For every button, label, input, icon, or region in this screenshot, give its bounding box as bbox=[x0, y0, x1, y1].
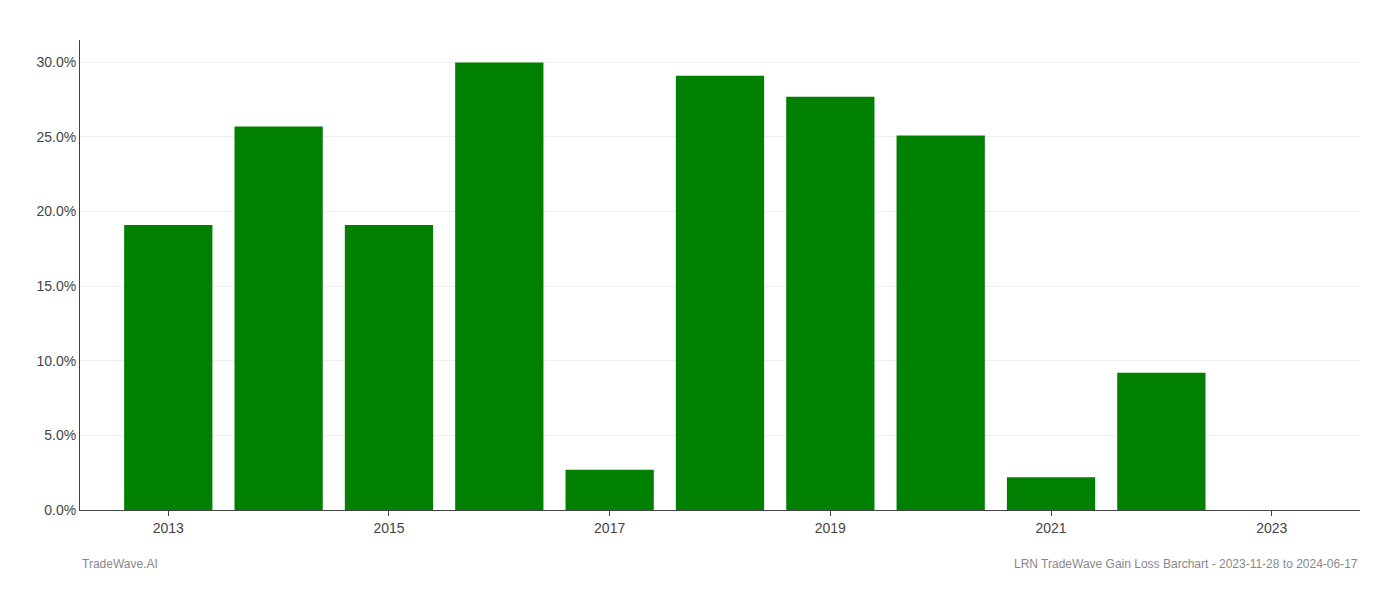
svg-text:20.0%: 20.0% bbox=[36, 203, 76, 219]
svg-text:5.0%: 5.0% bbox=[44, 427, 76, 443]
svg-text:25.0%: 25.0% bbox=[36, 129, 76, 145]
svg-text:2013: 2013 bbox=[153, 520, 184, 536]
svg-text:15.0%: 15.0% bbox=[36, 278, 76, 294]
svg-text:2019: 2019 bbox=[815, 520, 846, 536]
svg-text:TradeWave.AI: TradeWave.AI bbox=[82, 557, 158, 571]
svg-text:30.0%: 30.0% bbox=[36, 54, 76, 70]
svg-text:2015: 2015 bbox=[373, 520, 404, 536]
svg-text:10.0%: 10.0% bbox=[36, 353, 76, 369]
svg-text:2017: 2017 bbox=[594, 520, 625, 536]
svg-text:LRN TradeWave Gain Loss Barcha: LRN TradeWave Gain Loss Barchart - 2023-… bbox=[1014, 557, 1358, 571]
svg-text:2023: 2023 bbox=[1256, 520, 1287, 536]
svg-text:2021: 2021 bbox=[1035, 520, 1066, 536]
svg-text:0.0%: 0.0% bbox=[44, 502, 76, 518]
